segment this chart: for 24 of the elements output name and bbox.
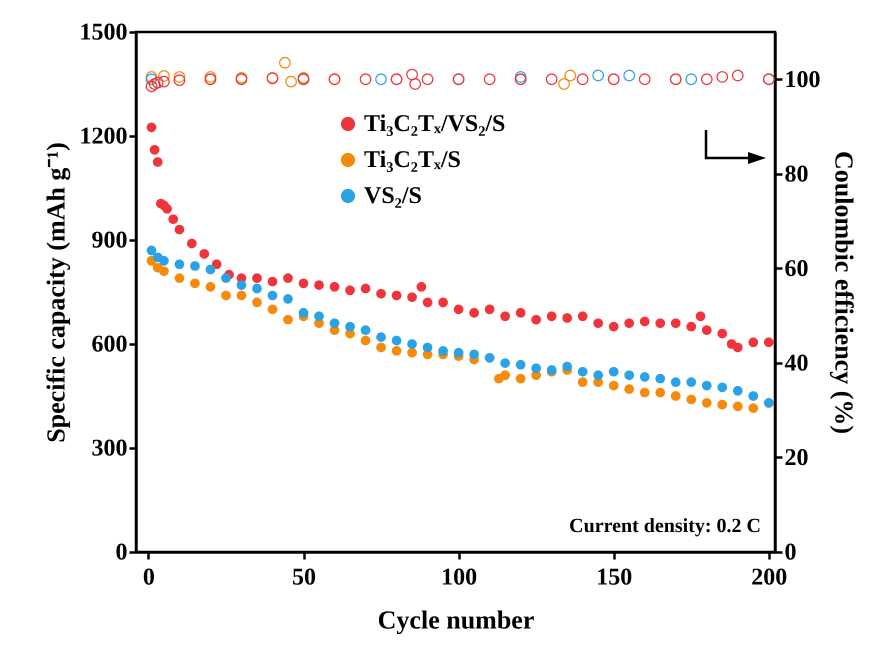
annotation: Current density: 0.2 C: [569, 515, 761, 537]
y-axis-title: Specific capacity (mAh g⁻¹): [42, 142, 70, 443]
y2-tick-label: 80: [784, 161, 808, 188]
y-tick-label: 300: [92, 436, 128, 462]
y2-tick-label: 40: [784, 350, 808, 376]
legend-label: Ti₃C₂Tₓ/VS₂/S: [364, 111, 506, 137]
y-tick-label: 1500: [80, 20, 128, 46]
legend-label: VS₂/S: [364, 183, 422, 209]
x-tick-label: 50: [292, 564, 316, 590]
y2-axis-title: Coulombic efficiency (%): [830, 150, 858, 434]
y-tick-label: 0: [116, 540, 128, 566]
y-tick-label: 1200: [80, 124, 128, 150]
x-tick-label: 200: [751, 564, 788, 590]
x-tick-label: 100: [441, 564, 478, 590]
y2-tick-label: 0: [784, 540, 796, 566]
x-tick-label: 150: [596, 564, 632, 590]
y2-tick-label: 20: [784, 444, 808, 471]
x-axis-title: Cycle number: [378, 606, 534, 634]
legend-label: Ti₃C₂Tₓ/S: [364, 147, 461, 173]
x-tick-label: 0: [142, 564, 155, 590]
y2-tick-label: 100: [784, 66, 820, 93]
y-tick-label: 900: [92, 228, 128, 254]
y2-tick-label: 60: [784, 256, 808, 282]
y-tick-label: 600: [92, 332, 128, 358]
